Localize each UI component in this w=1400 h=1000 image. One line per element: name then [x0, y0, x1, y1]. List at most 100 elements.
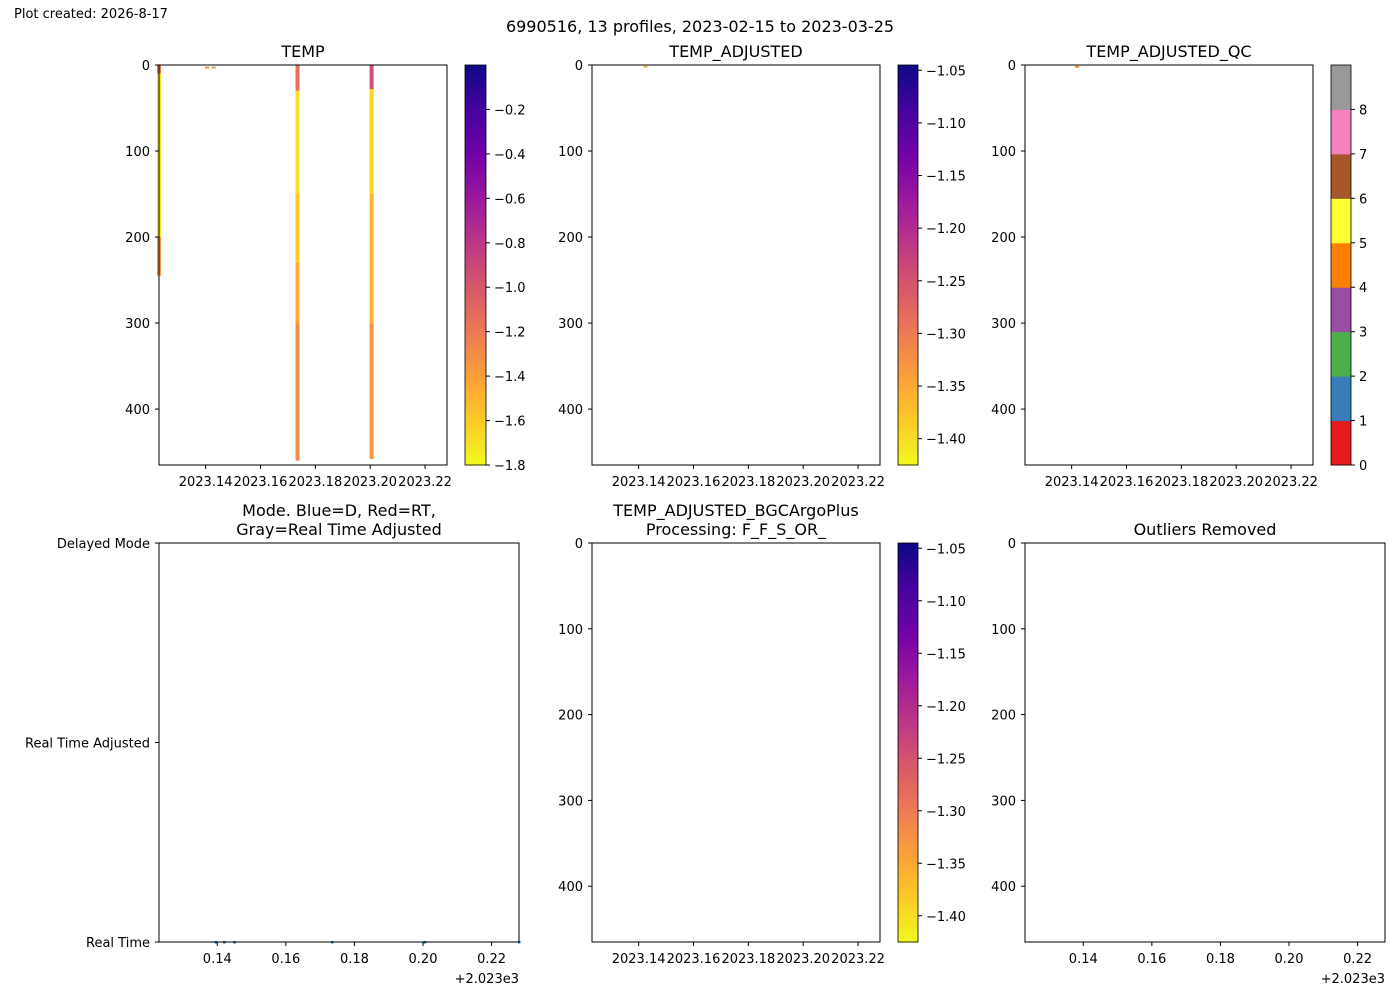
y-tick-label: 300 — [558, 794, 583, 809]
y-tick-label: 400 — [558, 403, 583, 418]
colorbar-band — [898, 767, 918, 774]
colorbar-band — [898, 862, 918, 868]
colorbar-band — [465, 90, 486, 96]
x-tick-label: 2023.20 — [1209, 475, 1263, 490]
colorbar-band — [898, 400, 918, 406]
colorbar-band — [465, 75, 486, 81]
colorbar-band — [465, 110, 486, 116]
colorbar-band — [465, 100, 486, 106]
colorbar-band — [465, 375, 486, 381]
colorbar-band — [465, 150, 486, 156]
colorbar-band — [898, 672, 918, 679]
colorbar-tick-label: 1 — [1359, 415, 1367, 430]
colorbar-tick-label: −1.05 — [926, 542, 966, 557]
profile-segment — [369, 89, 374, 194]
colorbar-band — [898, 567, 918, 574]
colorbar-band — [898, 682, 918, 689]
colorbar-band — [465, 155, 486, 161]
colorbar-band — [898, 932, 918, 938]
colorbar-band — [898, 727, 918, 734]
profile-segment — [205, 66, 209, 69]
colorbar-band — [465, 285, 486, 291]
colorbar-band — [465, 390, 486, 396]
colorbar-swatch — [1331, 65, 1351, 110]
colorbar-band — [465, 290, 486, 296]
colorbar-tick-label: −1.6 — [494, 415, 526, 430]
panel-temp: TEMP 2023.14 2023.16 2023.18 2023.20 2023.22 0… — [125, 42, 525, 490]
colorbar-band — [898, 752, 918, 759]
colorbar-band — [898, 250, 918, 256]
colorbar-band — [898, 280, 918, 286]
colorbar-band — [465, 65, 486, 71]
colorbar-band — [898, 762, 918, 769]
colorbar: −1.40 −1.35 −1.30 −1.25 −1.20 −1.15 −1.10 −1.05 — [897, 64, 966, 466]
colorbar-band — [898, 140, 918, 146]
colorbar-band — [465, 210, 486, 216]
x-tick-label: 2023.22 — [831, 952, 885, 967]
colorbar-band — [898, 365, 918, 371]
colorbar-band — [465, 195, 486, 201]
colorbar-band — [465, 380, 486, 386]
colorbar: −1.8 −1.6 −1.4 −1.2 −1.0 −0.8 −0.6 −0.4 −0.2 — [464, 64, 526, 474]
colorbar-tick-label: −1.25 — [926, 275, 966, 290]
colorbar-band — [465, 120, 486, 126]
colorbar-band — [898, 742, 918, 749]
colorbar-band — [898, 602, 918, 609]
colorbar-band — [465, 415, 486, 421]
colorbar-band — [898, 75, 918, 81]
y-tick-label: 400 — [125, 403, 150, 418]
colorbar-tick-label: −1.40 — [926, 433, 966, 448]
colorbar-band — [898, 445, 918, 451]
colorbar-tick-label: −1.30 — [926, 805, 966, 820]
colorbar-band — [898, 697, 918, 704]
colorbar-band — [898, 70, 918, 76]
colorbar-band — [465, 70, 486, 76]
x-tick-label: 2023.20 — [776, 952, 830, 967]
colorbar-band — [898, 335, 918, 341]
panel-title: TEMP_ADJUSTED_BGCArgoPlus — [612, 501, 858, 521]
colorbar-band — [465, 105, 486, 111]
colorbar-band — [898, 125, 918, 131]
colorbar-tick-label: −1.15 — [926, 170, 966, 185]
colorbar-band — [898, 647, 918, 654]
colorbar-band — [898, 592, 918, 599]
colorbar-band — [465, 225, 486, 231]
panel-mode: Mode. Blue=D, Red=RT,Gray=Real Time Adju… — [25, 501, 521, 987]
profile-segment — [295, 262, 300, 323]
colorbar-band — [898, 65, 918, 71]
colorbar-band — [898, 712, 918, 719]
colorbar-band — [898, 792, 918, 798]
colorbar-band — [465, 235, 486, 241]
colorbar-swatch — [1331, 109, 1351, 155]
colorbar-band — [898, 345, 918, 351]
colorbar-band — [898, 632, 918, 639]
colorbar-band — [898, 355, 918, 361]
y-tick-label: 100 — [991, 145, 1016, 160]
colorbar-band — [898, 440, 918, 446]
colorbar-band — [898, 807, 918, 813]
colorbar-band — [465, 315, 486, 321]
y-tick-label: 200 — [125, 231, 150, 246]
y-tick-label: 0 — [1008, 59, 1016, 74]
colorbar-band — [898, 587, 918, 594]
colorbar-band — [898, 857, 918, 863]
colorbar-band — [465, 190, 486, 196]
profile-segment — [295, 194, 300, 263]
x-tick-label: 2023.20 — [343, 475, 397, 490]
colorbar-band — [898, 385, 918, 391]
colorbar-band — [465, 410, 486, 416]
colorbar-band — [898, 822, 918, 828]
colorbar-band — [465, 340, 486, 346]
y-tick-label: 300 — [558, 317, 583, 332]
colorbar-band — [898, 145, 918, 151]
colorbar-band — [898, 195, 918, 201]
figure-suptitle: 6990516, 13 profiles, 2023-02-15 to 2023… — [506, 17, 894, 36]
colorbar-band — [898, 627, 918, 634]
colorbar-tick-label: 3 — [1359, 326, 1367, 341]
y-tick-label: 200 — [991, 709, 1016, 724]
colorbar-band — [465, 310, 486, 316]
colorbar-band — [465, 440, 486, 446]
colorbar-band — [898, 677, 918, 684]
colorbar-band — [898, 882, 918, 888]
